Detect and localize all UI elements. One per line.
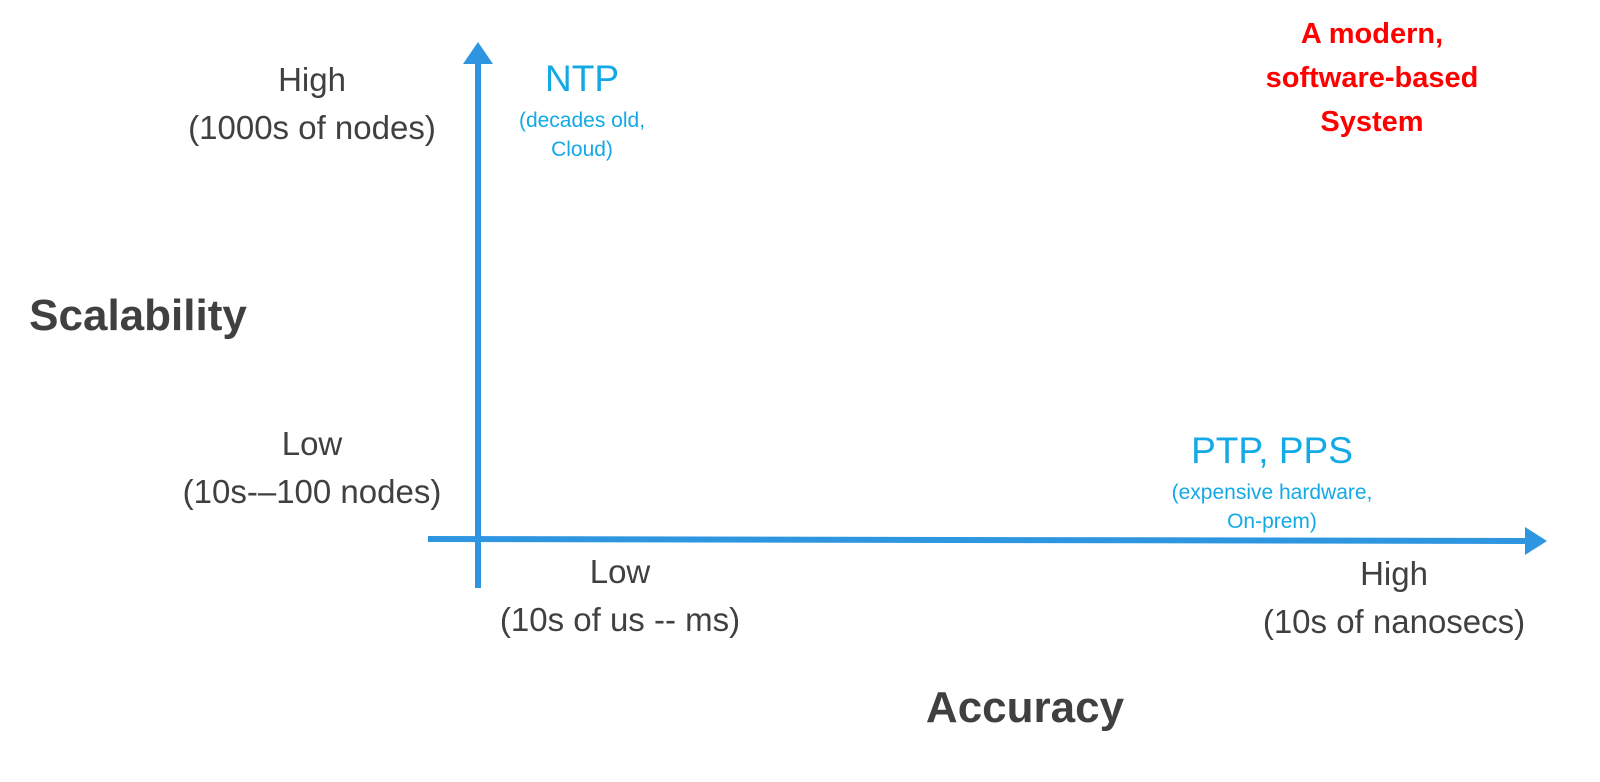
x-axis-low-range: (10s of us -- ms) [499, 601, 741, 638]
target-system-label: A modern, software-based System [1222, 12, 1522, 144]
y-axis-arrowhead [463, 42, 493, 64]
y-axis-high-level: High [278, 61, 346, 98]
ptp-system-name: PTP, PPS [1191, 430, 1353, 471]
target-line-2: software-based [1265, 62, 1479, 94]
x-axis-arrowhead [1525, 527, 1547, 555]
x-axis-low-level: Low [589, 553, 651, 590]
x-axis-high-range: (10s of nanosecs) [1262, 603, 1526, 640]
x-axis-high-label: High (10s of nanosecs) [1244, 550, 1544, 646]
ptp-note-line-1: (expensive hardware, [1171, 481, 1373, 504]
ntp-system-note: (decades old, Cloud) [482, 106, 682, 164]
y-axis-low-label: Low (10s-–100 nodes) [162, 420, 462, 516]
x-axis-line [427, 536, 1529, 544]
y-axis-title: Scalability [29, 291, 247, 340]
ntp-note-line-2: Cloud) [551, 138, 613, 161]
x-axis-title: Accuracy [925, 683, 1125, 732]
x-axis-low-label: Low (10s of us -- ms) [470, 548, 770, 644]
ptp-system-note: (expensive hardware, On-prem) [1122, 478, 1422, 536]
ptp-note-line-2: On-prem) [1227, 510, 1317, 533]
target-line-1: A modern, [1300, 18, 1444, 50]
y-axis-high-range: (1000s of nodes) [188, 109, 436, 146]
target-line-3: System [1320, 106, 1424, 138]
y-axis-high-label: High (1000s of nodes) [162, 56, 462, 152]
ntp-note-line-1: (decades old, [518, 109, 646, 132]
y-axis-low-range: (10s-–100 nodes) [182, 473, 442, 510]
x-axis-high-level: High [1360, 555, 1428, 592]
y-axis-low-level: Low [281, 425, 343, 462]
ntp-system-name: NTP [545, 58, 619, 99]
